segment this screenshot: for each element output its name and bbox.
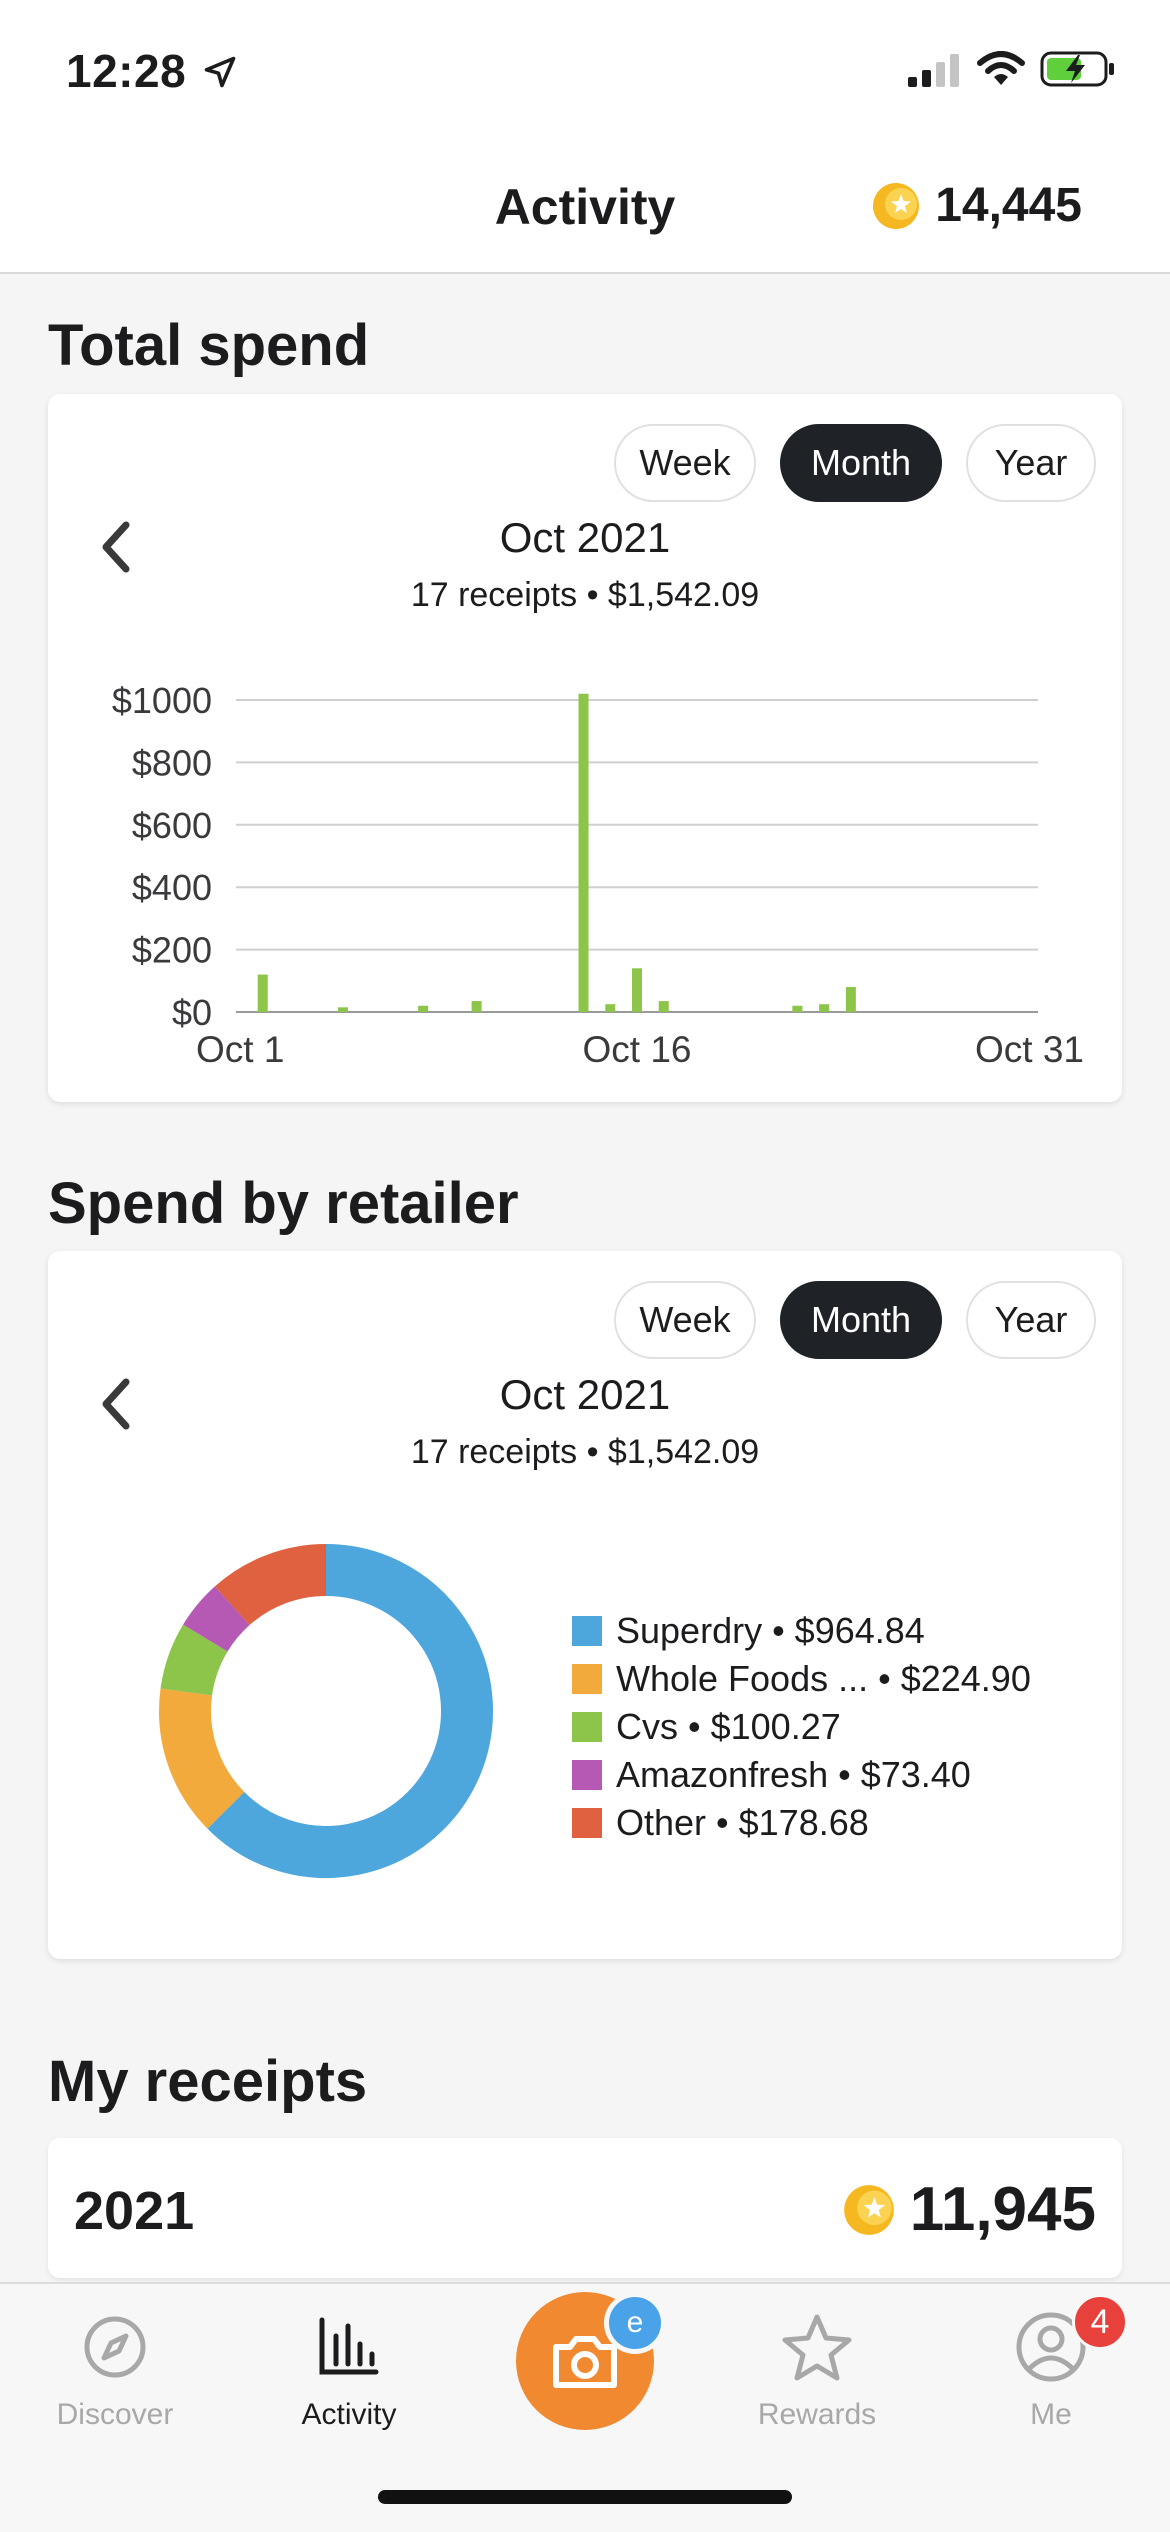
y-tick-label: $0 <box>172 992 212 1033</box>
y-tick-label: $400 <box>132 867 212 908</box>
period-summary: 17 receipts • $1,542.09 <box>410 576 760 614</box>
legend-item: Cvs • $100.27 <box>572 1703 1031 1751</box>
bar[interactable] <box>578 693 589 1012</box>
legend-swatch <box>572 1712 602 1742</box>
chevron-left-icon <box>102 521 130 573</box>
total-spend-title: Total spend <box>48 313 370 378</box>
total-spend-card: Week Month Year Oct 2021 17 receipts • $… <box>48 394 1122 1102</box>
my-receipts-title: My receipts <box>48 2049 368 2114</box>
page-title: Activity <box>494 179 676 235</box>
y-tick-label: $200 <box>132 930 212 971</box>
legend-label: Amazonfresh • $73.40 <box>616 1754 971 1795</box>
bar[interactable] <box>845 987 856 1012</box>
compass-icon <box>84 2316 146 2378</box>
ereceipt-badge-label: e <box>626 2306 644 2339</box>
range-week-button[interactable]: Week <box>614 424 756 502</box>
retailer-legend: Superdry • $964.84 Whole Foods ... • $22… <box>572 1607 1031 1847</box>
retailer-range-selector: Week Month Year <box>614 1281 1096 1359</box>
retailer-previous-period-button[interactable] <box>86 1369 146 1439</box>
spend-by-retailer-card: Week Month Year Oct 2021 17 receipts • $… <box>48 1251 1122 1959</box>
previous-period-button[interactable] <box>86 512 146 582</box>
profile-icon <box>1016 2312 1086 2382</box>
status-time: 12:28 <box>66 45 187 97</box>
legend-item: Superdry • $964.84 <box>572 1607 1031 1655</box>
legend-swatch <box>572 1664 602 1694</box>
legend-item: Whole Foods ... • $224.90 <box>572 1655 1031 1703</box>
y-tick-label: $800 <box>132 742 212 783</box>
tab-discover[interactable]: Discover <box>20 2308 210 2432</box>
donut-slice[interactable] <box>207 1544 493 1878</box>
total-spend-bar-chart: $0 $200 $400 $600 $800 $1000 Oct 1 Oct 16 Oct 31 <box>112 680 1084 1070</box>
retailer-period-summary: 17 receipts • $1,542.09 <box>410 1433 760 1471</box>
tab-me[interactable]: Me <box>956 2308 1146 2432</box>
range-year-button[interactable]: Year <box>966 424 1096 502</box>
retailer-range-year-button[interactable]: Year <box>966 1281 1096 1359</box>
ereceipt-badge: e <box>604 2292 666 2354</box>
points-value: 14,445 <box>935 179 1082 232</box>
points-coin-icon <box>843 2184 894 2235</box>
x-tick-label: Oct 1 <box>196 1029 284 1070</box>
legend-swatch <box>572 1616 602 1646</box>
notification-badge: 4 <box>1072 2294 1128 2350</box>
points-balance[interactable]: 14,445 <box>871 178 1082 233</box>
status-bar: 12:28 <box>0 0 1170 150</box>
tab-discover-label: Discover <box>56 2398 174 2431</box>
donut-slice[interactable] <box>214 1544 327 1626</box>
donut-slice[interactable] <box>159 1688 245 1829</box>
period-label: Oct 2021 <box>499 514 671 561</box>
legend-item: Amazonfresh • $73.40 <box>572 1751 1031 1799</box>
camera-icon <box>553 2336 617 2388</box>
retailer-donut-chart <box>159 1544 493 1878</box>
legend-label: Other • $178.68 <box>616 1802 869 1843</box>
bar[interactable] <box>337 1007 348 1012</box>
bar-chart-icon <box>319 2317 379 2375</box>
tab-activity[interactable]: Activity <box>254 2308 444 2432</box>
range-selector: Week Month Year <box>614 424 1096 502</box>
legend-label: Superdry • $964.84 <box>616 1610 925 1651</box>
x-tick-label: Oct 31 <box>975 1029 1084 1070</box>
bar[interactable] <box>792 1005 803 1012</box>
tab-activity-label: Activity <box>301 2398 397 2431</box>
year-points-value: 11,945 <box>909 2175 1096 2244</box>
spend-by-retailer-title: Spend by retailer <box>48 1171 519 1236</box>
bar[interactable] <box>605 1004 616 1012</box>
legend-item: Other • $178.68 <box>572 1799 1031 1847</box>
bar[interactable] <box>632 968 642 1012</box>
bar[interactable] <box>257 974 268 1012</box>
receipts-year-row[interactable]: 2021 11,945 <box>48 2138 1122 2278</box>
y-tick-label: $600 <box>132 805 212 846</box>
retailer-range-month-button[interactable]: Month <box>780 1281 942 1359</box>
legend-swatch <box>572 1808 602 1838</box>
bar[interactable] <box>658 1001 669 1012</box>
donut-slice[interactable] <box>160 1624 229 1697</box>
location-arrow-icon <box>204 56 236 88</box>
home-indicator <box>378 2490 792 2504</box>
tab-me-label: Me <box>1030 2398 1072 2431</box>
wifi-icon <box>977 51 1025 85</box>
range-month-button[interactable]: Month <box>780 424 942 502</box>
cellular-signal-icon <box>908 54 959 87</box>
x-tick-label: Oct 16 <box>583 1029 692 1070</box>
legend-swatch <box>572 1760 602 1790</box>
receipts-year: 2021 <box>74 2181 195 2241</box>
star-icon <box>782 2314 852 2381</box>
bar[interactable] <box>418 1005 429 1012</box>
y-tick-label: $1000 <box>112 680 212 721</box>
points-coin-icon <box>873 182 920 229</box>
retailer-period-label: Oct 2021 <box>499 1371 671 1418</box>
tab-rewards-label: Rewards <box>757 2398 877 2431</box>
bar[interactable] <box>471 1001 482 1012</box>
year-points: 11,945 <box>842 2174 1096 2245</box>
donut-slice[interactable] <box>183 1586 251 1653</box>
battery-charging-icon <box>1040 51 1114 87</box>
retailer-range-week-button[interactable]: Week <box>614 1281 756 1359</box>
bar[interactable] <box>819 1004 830 1012</box>
chevron-left-icon <box>102 1378 130 1430</box>
tab-rewards[interactable]: Rewards <box>722 2308 912 2432</box>
legend-label: Cvs • $100.27 <box>616 1706 841 1747</box>
app-header: Activity 14,445 <box>0 150 1170 274</box>
legend-label: Whole Foods ... • $224.90 <box>616 1658 1031 1699</box>
